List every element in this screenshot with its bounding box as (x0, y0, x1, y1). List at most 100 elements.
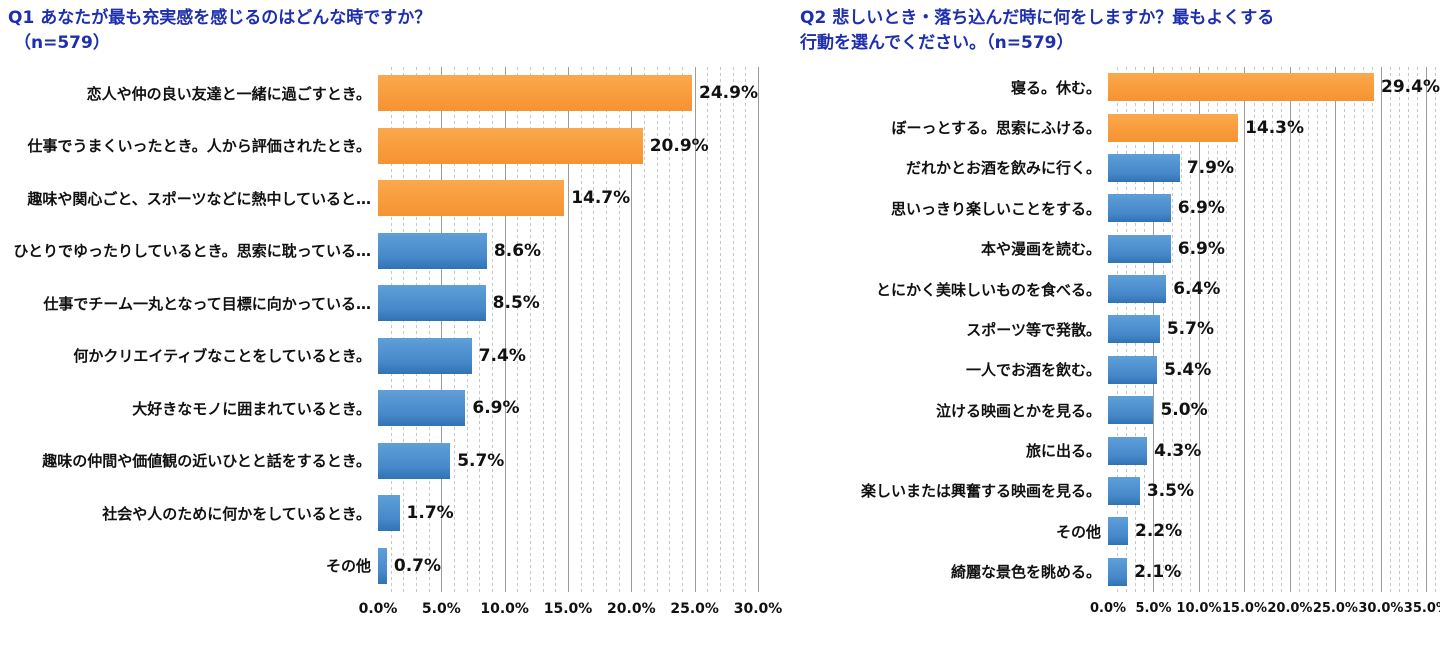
value-label: 1.7% (406, 503, 454, 524)
bar (1108, 476, 1140, 505)
category-label: 仕事でうまくいったとき。人から評価されたとき。 (27, 137, 371, 156)
axis-tick-label: 10.0% (1176, 600, 1222, 616)
value-label: 3.5% (1146, 480, 1194, 501)
bar-row: 7.4% (378, 330, 758, 383)
value-label: 5.7% (1166, 319, 1214, 340)
axis-tick-label: 25.0% (670, 601, 719, 617)
bar (378, 495, 400, 532)
chart-q1-title-line-1: Q1 あなたが最も充実感を感じるのはどんな時ですか？ (8, 8, 432, 28)
minor-gridline (669, 67, 671, 592)
category-label: 泣ける映画とかを見る。 (935, 401, 1101, 420)
minor-gridline (1208, 67, 1210, 592)
bar (1108, 73, 1375, 102)
minor-gridline (390, 67, 392, 592)
major-gridline (1244, 67, 1246, 592)
bar (378, 337, 472, 374)
bar-row: 5.4% (1108, 350, 1440, 390)
axis-tick-label: 25.0% (1312, 600, 1358, 616)
chart-q1-plot-area: 24.9% 20.9% 14.7% 8.6% 8.5% 7.4% 6.9% 5.7% 1.7% 0… (378, 67, 759, 593)
minor-gridline (1262, 67, 1264, 592)
value-label: 29.4% (1381, 77, 1440, 98)
bar (1108, 517, 1128, 546)
bar-row: 14.3% (1108, 107, 1440, 147)
category-label: ぼーっとする。思索にふける。 (891, 119, 1101, 138)
axis-tick-label: 20.0% (607, 601, 656, 617)
axis-tick-label: 5.0% (1135, 600, 1172, 616)
bar (378, 442, 451, 479)
minor-gridline (618, 67, 620, 592)
minor-gridline (530, 67, 531, 592)
minor-gridline (1253, 67, 1255, 592)
minor-gridline (682, 67, 683, 592)
axis-tick-label: 5.0% (421, 601, 461, 617)
category-label: とにかく美味しいものを食べる。 (875, 280, 1101, 299)
value-label: 6.9% (1177, 198, 1225, 219)
minor-gridline (707, 67, 709, 592)
value-label: 5.4% (1164, 359, 1212, 380)
bar-row: 2.2% (1108, 511, 1440, 551)
minor-gridline (1235, 67, 1237, 592)
category-label: 大好きなモノに囲まれているとき。 (132, 399, 371, 418)
chart-q1-title: Q1 あなたが最も充実感を感じるのはどんな時ですか？ （n=579） (0, 0, 790, 67)
value-label: 4.3% (1154, 440, 1202, 461)
bar-row: 5.7% (378, 435, 758, 488)
chart-q1-title-line-2: （n=579） (14, 33, 110, 53)
bar (1108, 113, 1239, 142)
axis-tick-label: 30.0% (733, 601, 783, 617)
chart-q2-body: 寝る。休む。 ぼーっとする。思索にふける。 だれかとお酒を飲みに行く。 思いっきり楽し… (790, 67, 1440, 592)
bar-row: 5.0% (1108, 390, 1440, 430)
axis-tick-label: 15.0% (543, 601, 593, 617)
value-label: 6.4% (1173, 279, 1221, 300)
bar (378, 232, 487, 269)
bar (1108, 315, 1160, 344)
chart-q2-plot-area: 29.4% 14.3% 7.9% 6.9% 6.9% 6.4% 5.7% 5.4% 5.0% 4.… (1108, 67, 1440, 592)
minor-gridline (466, 67, 468, 592)
minor-gridline (1344, 67, 1346, 592)
chart-q2-title: Q2 悲しいとき・落ち込んだ時に何をしますか？最もよくする 行動を選んでください… (790, 0, 1440, 67)
category-label: 綺麗な景色を眺める。 (950, 563, 1101, 582)
bar-row: 6.9% (1108, 188, 1440, 228)
axis-tick-label: 20.0% (1267, 600, 1313, 616)
category-label: 恋人や仲の良い友達と一緒に過ごすとき。 (86, 84, 371, 103)
bar-row: 0.7% (378, 540, 758, 593)
axis-tick-label: 35.0% (1403, 600, 1440, 616)
bar (1108, 396, 1154, 425)
minor-gridline (1326, 67, 1328, 592)
bar (378, 285, 486, 322)
minor-gridline (1280, 67, 1282, 592)
major-gridline (1426, 67, 1428, 592)
bar (1108, 436, 1148, 465)
chart-q2: Q2 悲しいとき・落ち込んだ時に何をしますか？最もよくする 行動を選んでください… (790, 0, 1440, 649)
bar-row: 24.9% (378, 67, 758, 120)
value-label: 14.3% (1245, 117, 1305, 138)
category-label: 旅に出る。 (1025, 442, 1101, 461)
category-label: 本や漫画を読む。 (980, 240, 1101, 259)
value-label: 6.9% (472, 398, 520, 419)
value-label: 24.9% (699, 83, 758, 104)
category-label: 寝る。休む。 (1010, 78, 1101, 97)
major-gridline (1198, 67, 1200, 592)
value-label: 0.7% (393, 555, 442, 576)
bar-row: 8.5% (378, 277, 758, 330)
bar (1108, 275, 1167, 304)
minor-gridline (644, 67, 645, 592)
minor-gridline (1371, 67, 1373, 592)
minor-gridline (555, 67, 557, 592)
minor-gridline (403, 67, 405, 592)
chart-q2-title-line-1: Q2 悲しいとき・落ち込んだ時に何をしますか？最もよくする (800, 8, 1275, 28)
minor-gridline (720, 67, 721, 592)
bar (1108, 234, 1171, 263)
value-label: 6.9% (1177, 238, 1225, 259)
bar (1108, 153, 1180, 182)
value-label: 5.7% (457, 450, 505, 471)
bar (1108, 557, 1128, 586)
chart-q1-x-axis: 0.0% 5.0% 10.0% 15.0% 20.0% 25.0% 30.0% (359, 592, 783, 626)
chart-q2-category-labels: 寝る。休む。 ぼーっとする。思索にふける。 だれかとお酒を飲みに行く。 思いっきり楽し… (790, 67, 1108, 592)
major-gridline (758, 67, 759, 592)
minor-gridline (606, 67, 607, 592)
major-gridline (694, 67, 696, 592)
major-gridline (1380, 67, 1382, 592)
minor-gridline (1217, 67, 1219, 592)
minor-gridline (1308, 67, 1310, 592)
